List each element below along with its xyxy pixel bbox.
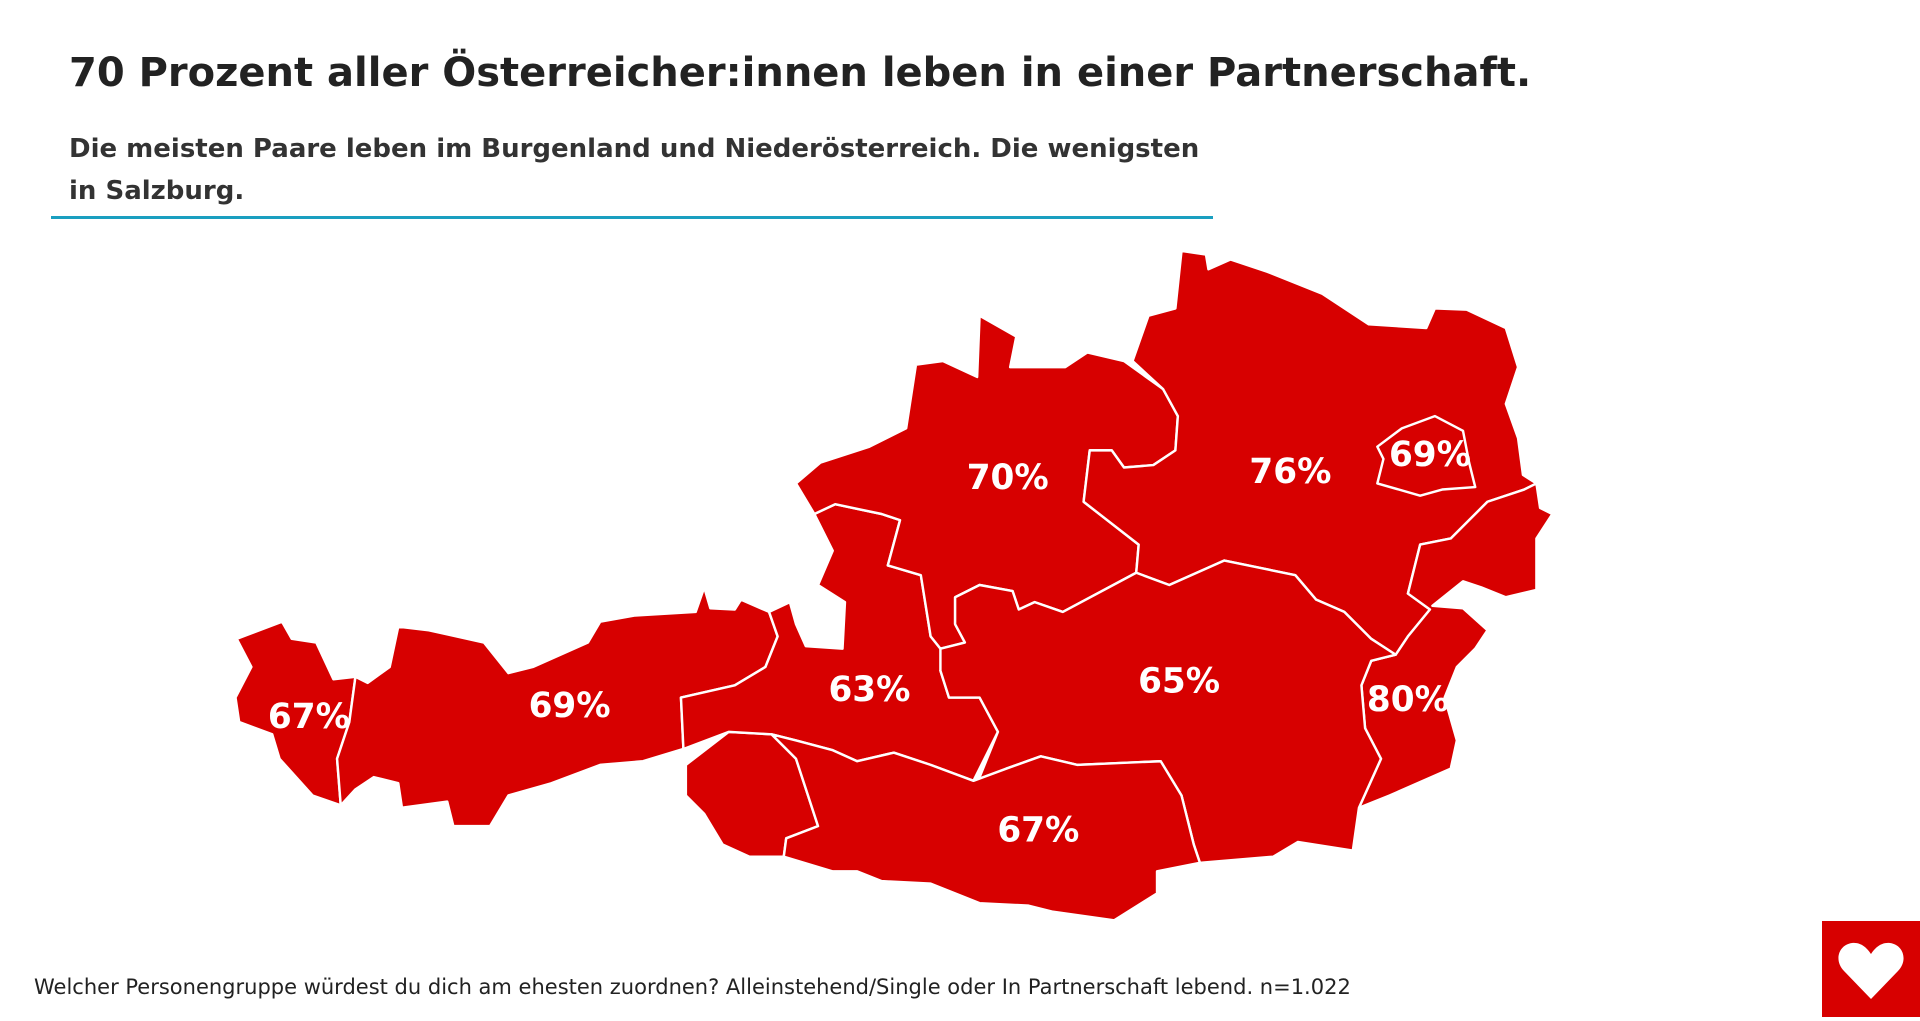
caption: Welcher Personengruppe würdest du dich a… <box>34 975 1351 999</box>
value-label: 70% <box>967 458 1049 498</box>
divider <box>51 216 1213 219</box>
value-label: 67% <box>268 697 350 737</box>
region <box>770 733 1202 922</box>
value-label: 65% <box>1138 661 1220 701</box>
title: 70 Prozent aller Österreicher:innen lebe… <box>69 50 1532 96</box>
region <box>1357 482 1554 809</box>
value-label: 76% <box>1249 452 1331 492</box>
logo[interactable] <box>1822 921 1920 1017</box>
value-label: 80% <box>1367 680 1449 720</box>
region <box>1376 414 1477 497</box>
value-label: 69% <box>1389 435 1471 475</box>
logo-heart <box>1838 942 1904 999</box>
value-label: 69% <box>529 686 611 726</box>
value-label: 63% <box>828 670 910 710</box>
subtitle: Die meisten Paare leben im Burgenland un… <box>69 134 1200 206</box>
value-label: 67% <box>997 811 1079 851</box>
